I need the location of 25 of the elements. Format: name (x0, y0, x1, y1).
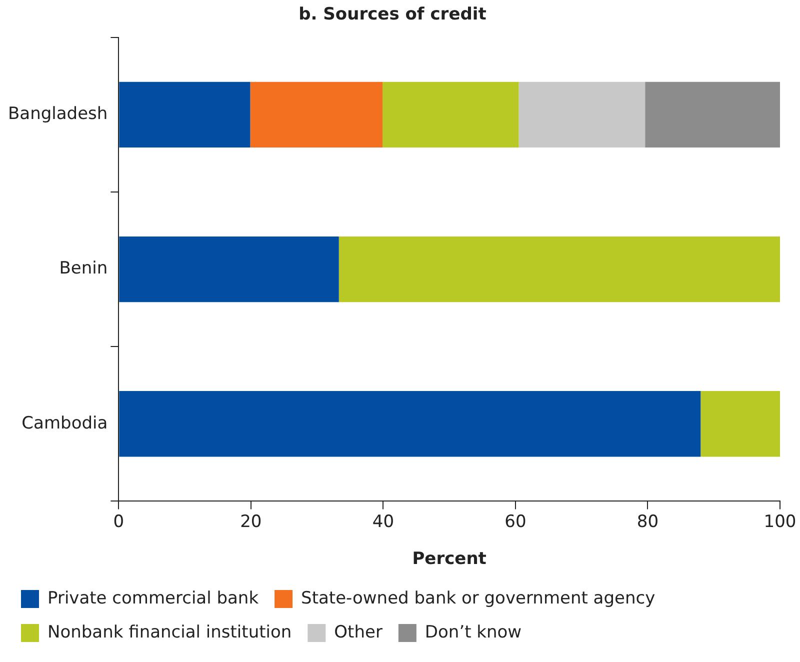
x-tick-label: 100 (764, 512, 796, 532)
legend-label: Don’t know (424, 622, 522, 642)
legend-label: Nonbank financial institution (48, 622, 292, 642)
y-tick-label: Benin (59, 258, 108, 279)
x-tick-label: 0 (113, 512, 124, 532)
x-axis-title: Percent (412, 549, 486, 570)
bar (119, 391, 701, 457)
bar (518, 82, 646, 148)
bar (119, 236, 339, 302)
legend-label: Private commercial bank (48, 588, 259, 608)
bar (382, 82, 519, 148)
bar (645, 82, 780, 148)
y-tick-label: Cambodia (22, 413, 108, 434)
bar (119, 82, 250, 148)
legend-label: State-owned bank or government agency (301, 588, 656, 608)
chart-title: b. Sources of credit (298, 4, 486, 25)
x-tick-label: 20 (240, 512, 262, 532)
legend-label: Other (334, 622, 382, 642)
bar (250, 82, 383, 148)
bar (338, 236, 780, 302)
y-tick-label: Bangladesh (8, 104, 108, 124)
bar (700, 391, 780, 457)
x-tick-label: 40 (372, 512, 394, 532)
x-tick-label: 80 (636, 512, 659, 532)
x-tick-label: 60 (504, 512, 526, 532)
